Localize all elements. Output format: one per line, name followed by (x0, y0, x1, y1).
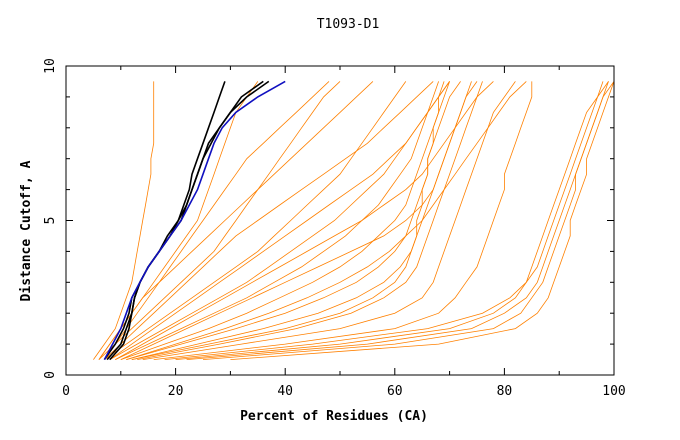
x-tick-label-40: 40 (277, 384, 293, 399)
y-tick-label-5: 5 (43, 217, 58, 225)
series-line-model-16 (175, 81, 609, 360)
series-line-model-21 (115, 81, 494, 360)
series-line-model-12 (109, 81, 450, 360)
y-tick-label-0: 0 (43, 371, 58, 379)
x-tick-label-80: 80 (497, 384, 513, 399)
series-line-model-10 (137, 81, 483, 360)
axis-ticks: 0 20 40 60 80 100 0 5 10 (43, 58, 626, 399)
series-line-model-24 (104, 81, 330, 360)
series-line-highlight-3 (103, 80, 270, 361)
series-line-model-8 (126, 81, 461, 360)
y-tick-label-10: 10 (43, 58, 58, 74)
series-line-highlight-blue (103, 80, 286, 360)
series-line-model-4 (104, 81, 407, 360)
x-tick-label-0: 0 (62, 384, 70, 399)
series-line-model-18 (230, 81, 615, 360)
series-line-model-23 (126, 81, 527, 360)
series-line-model-13 (104, 81, 434, 360)
y-axis-label: Distance Cutoff, A (19, 160, 34, 301)
chart-title: T1093-D1 (317, 17, 380, 32)
series-line-model-9 (131, 81, 472, 360)
series-line-model-25 (131, 81, 445, 360)
series-line-model-15 (153, 81, 533, 360)
x-tick-label-100: 100 (602, 384, 625, 399)
series-line-model-17 (202, 81, 615, 360)
x-tick-label-60: 60 (387, 384, 403, 399)
series-line-model-20 (164, 81, 604, 360)
x-tick-label-20: 20 (168, 384, 184, 399)
x-axis-label: Percent of Residues (CA) (240, 409, 428, 424)
series-line-model-19 (186, 81, 609, 360)
series-line-model-1 (93, 81, 155, 360)
series-line-model-3 (98, 81, 341, 360)
series-layer (93, 80, 615, 361)
series-line-model-5 (109, 81, 450, 360)
